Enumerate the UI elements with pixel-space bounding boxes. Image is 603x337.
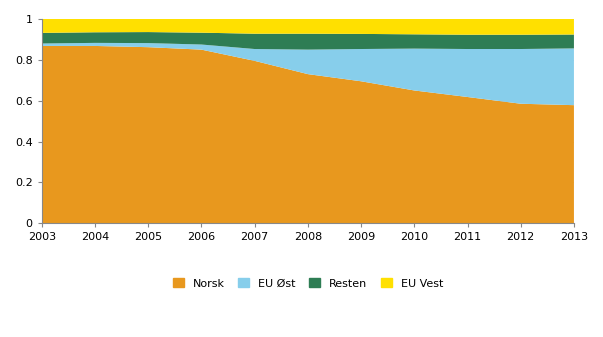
Legend: Norsk, EU Øst, Resten, EU Vest: Norsk, EU Øst, Resten, EU Vest <box>168 274 447 293</box>
